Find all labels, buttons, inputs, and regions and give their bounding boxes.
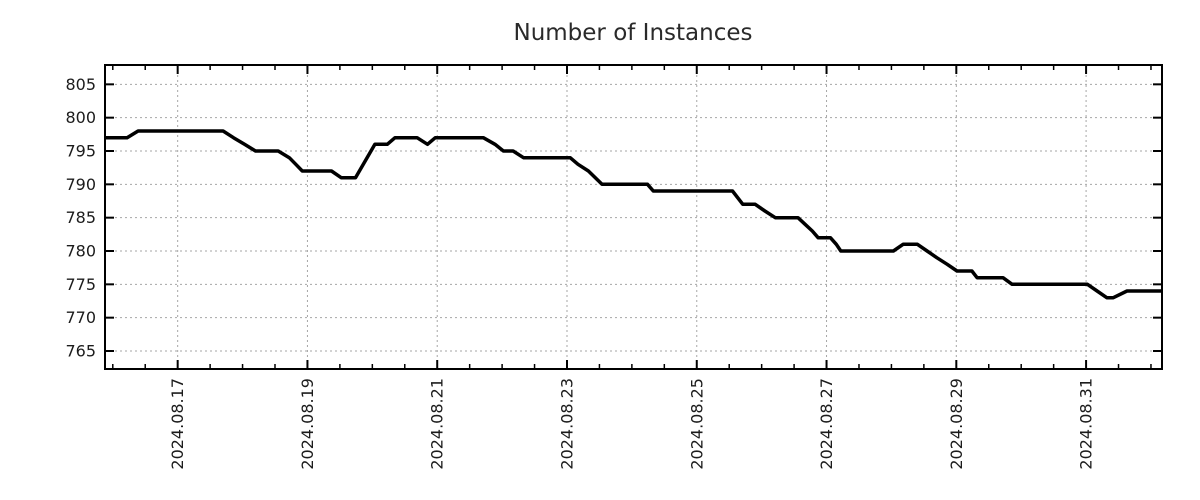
x-tick-label: 2024.08.17 [168, 378, 187, 470]
axis-labels-layer: 765 770 775 780 785 790 795 800 805 2024.08.17 202… [65, 75, 1095, 470]
x-tick-label: 2024.08.27 [817, 378, 836, 470]
data-line [105, 129, 1162, 300]
y-tick-label: 795 [65, 142, 96, 161]
x-tick-label: 2024.08.23 [557, 378, 576, 470]
y-tick-label: 800 [65, 108, 96, 127]
plot-border [104, 64, 1163, 370]
y-tick-label: 765 [65, 342, 96, 361]
x-tick-label: 2024.08.31 [1077, 378, 1096, 470]
y-tick-label: 780 [65, 242, 96, 261]
x-tick-label: 2024.08.29 [947, 378, 966, 470]
gridlines-layer [105, 65, 1162, 369]
plot-border-layer [104, 64, 1163, 370]
x-tick-label: 2024.08.21 [428, 378, 447, 470]
chart-title: Number of Instances [514, 20, 753, 46]
y-tick-label: 785 [65, 208, 96, 227]
y-tick-label: 775 [65, 275, 96, 294]
y-tick-label: 790 [65, 175, 96, 194]
data-series-layer [105, 129, 1162, 300]
y-tick-label: 805 [65, 75, 96, 94]
y-tick-label: 770 [65, 308, 96, 327]
axis-ticks-layer [105, 65, 1162, 369]
x-tick-label: 2024.08.19 [298, 378, 317, 470]
x-tick-label: 2024.08.25 [687, 378, 706, 470]
